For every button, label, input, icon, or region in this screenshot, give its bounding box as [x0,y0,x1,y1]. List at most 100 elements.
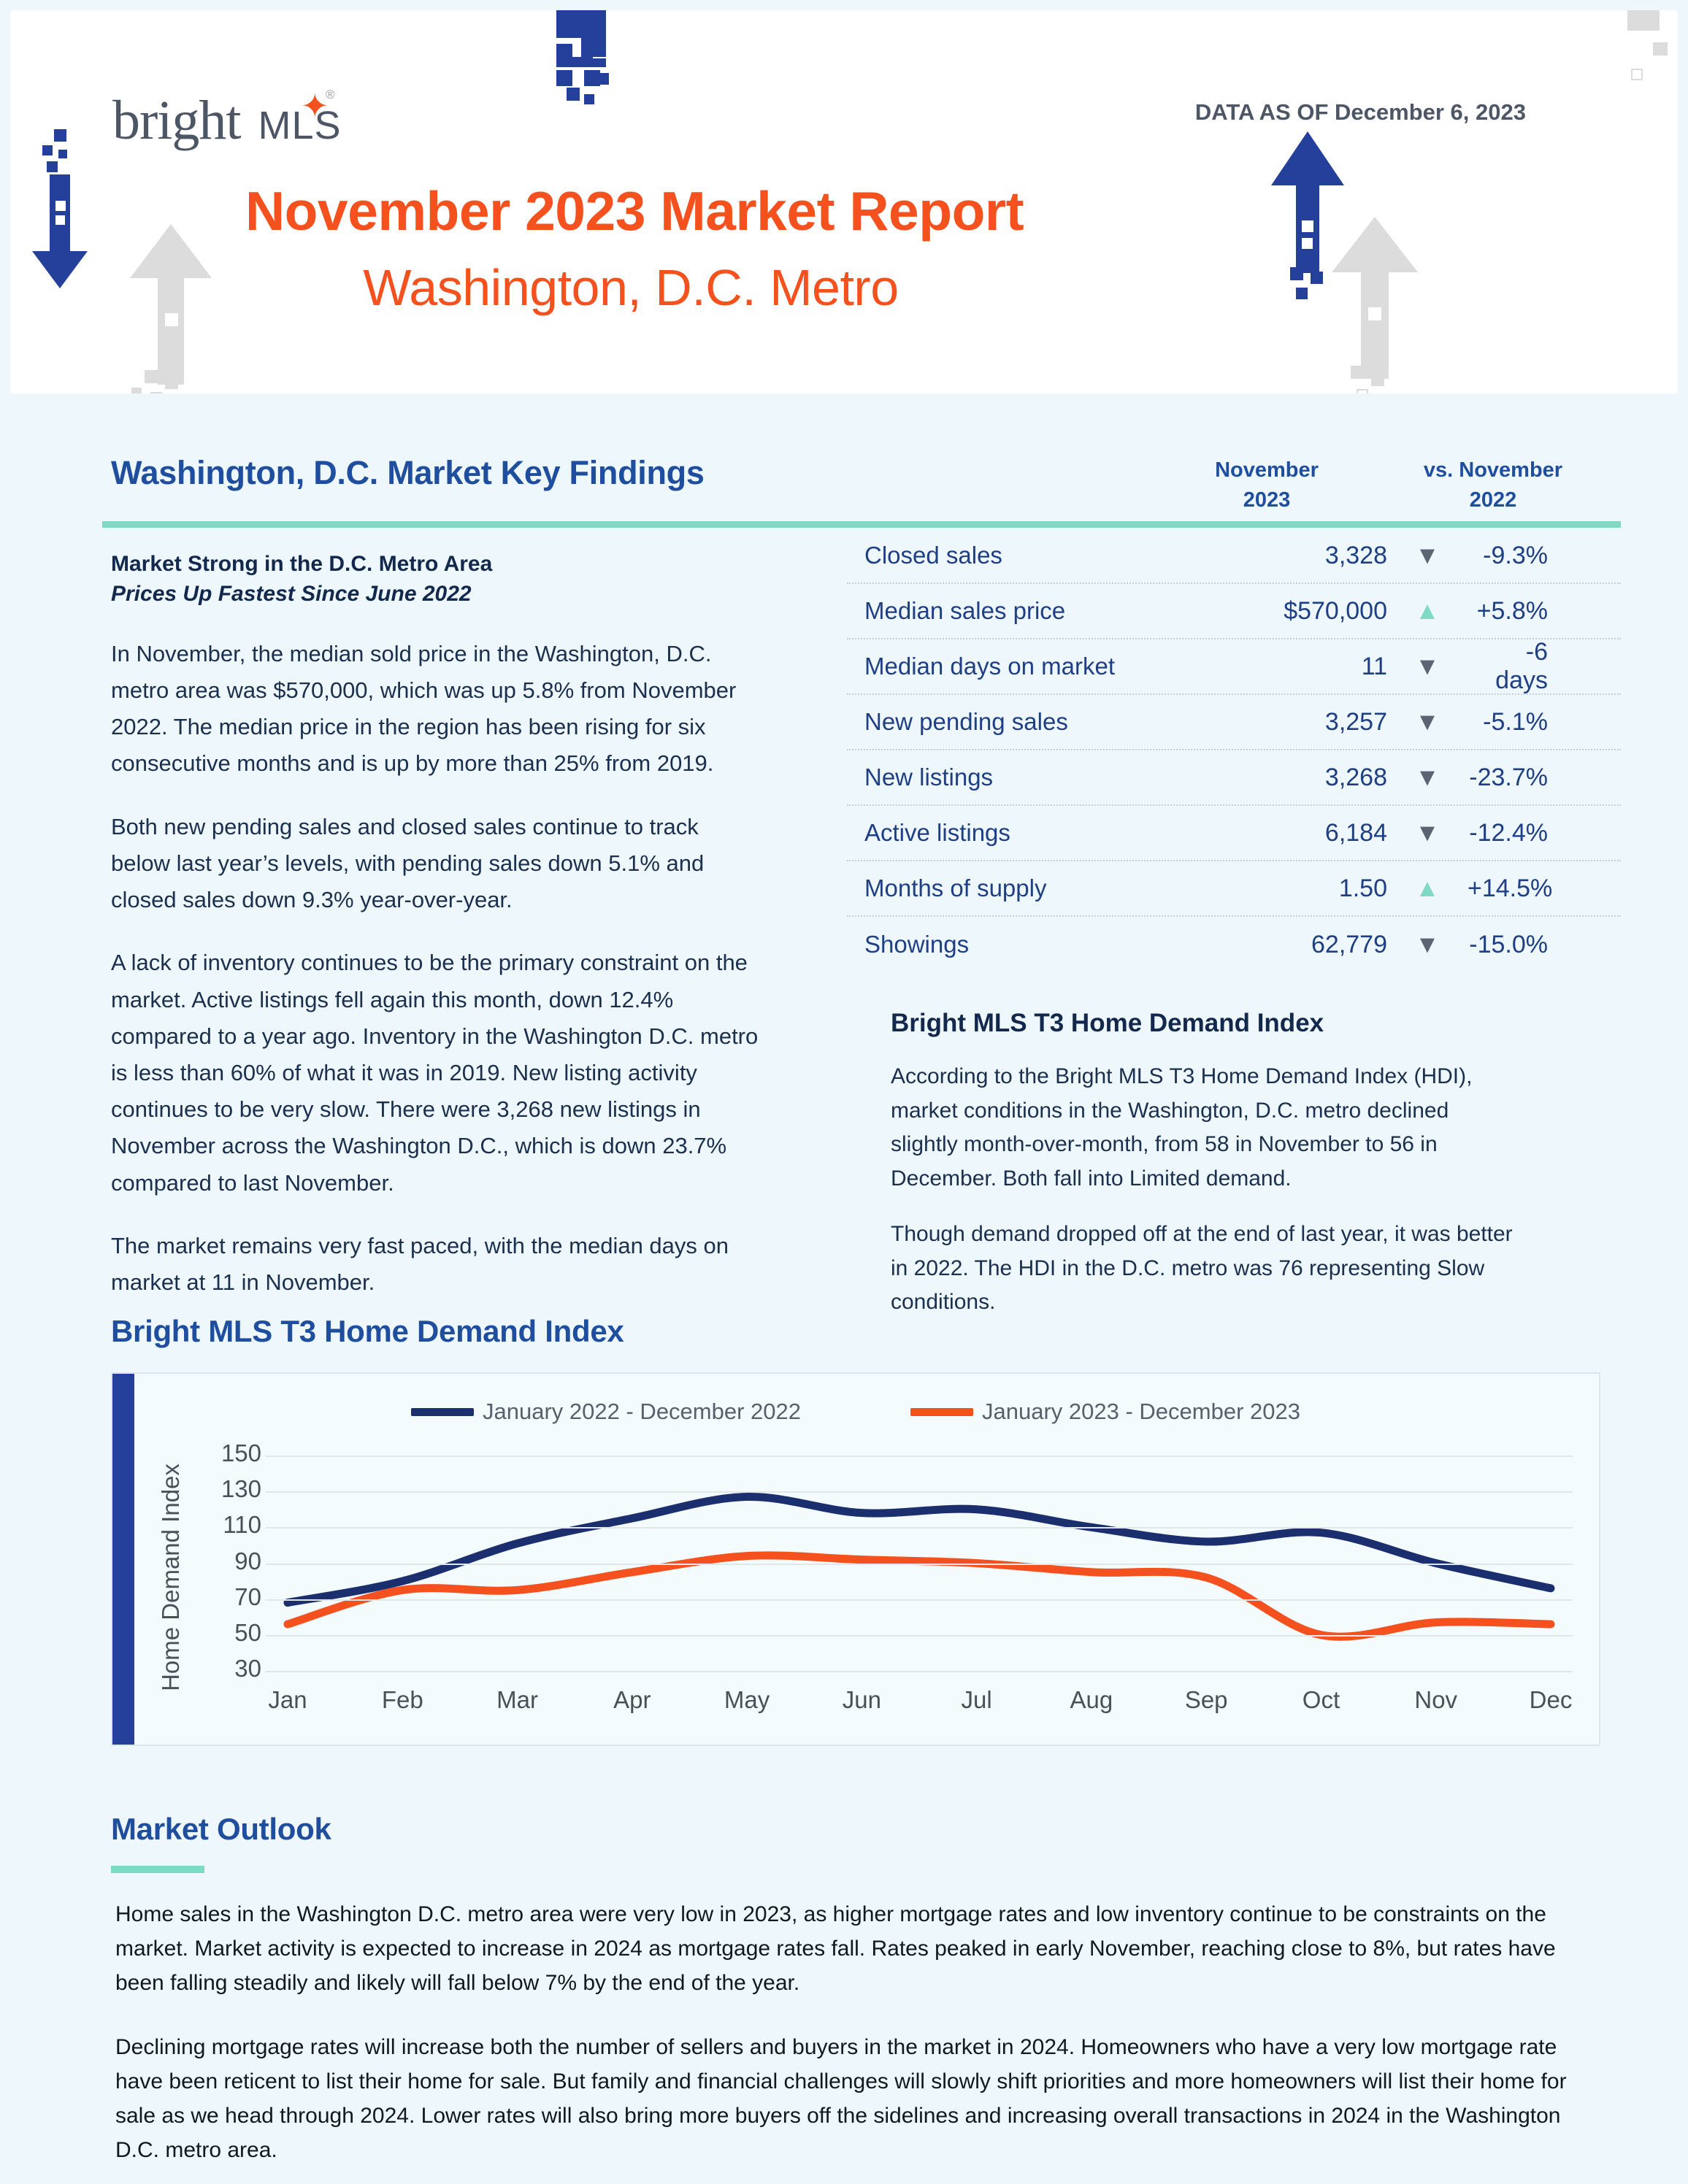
key-findings-divider [102,521,1621,528]
data-as-of-date: December 6, 2023 [1335,99,1526,125]
trend-down-icon: ▼ [1415,708,1440,736]
gridline [266,1599,1573,1601]
metric-label: Months of supply [864,874,1047,901]
narrative-heading: Market Strong in the D.C. Metro Area [111,552,493,576]
y-axis-tick: 130 [220,1475,261,1503]
narrative-block: Market Strong in the D.C. Metro Area Pri… [111,549,761,1301]
metric-label: Median sales price [864,597,1066,624]
report-header: bright ✦ ® MLS DATA AS OF December 6, 20… [10,10,1678,393]
x-axis-tick: Feb [381,1686,423,1713]
hdi-paragraph: According to the Bright MLS T3 Home Dema… [891,1064,1473,1191]
metric-delta: +5.8% [1476,596,1548,625]
trend-up-icon: ▲ [1415,874,1440,902]
y-axis-tick: 90 [234,1547,261,1574]
x-axis-tick: Oct [1302,1686,1340,1713]
market-outlook-body: Home sales in the Washington D.C. metro … [115,1898,1568,2168]
trend-down-icon: ▼ [1415,819,1440,847]
column-header-current: November 2023 [1215,458,1319,512]
up-arrow-navy-icon [1268,127,1349,299]
logo-mls-text: MLS [258,104,342,147]
table-row: New pending sales 3,257 ▼ -5.1% [847,695,1621,750]
up-arrow-gray-right-icon [1324,211,1427,393]
page-subtitle: Washington, D.C. Metro [363,259,899,316]
metric-label: Closed sales [864,542,1002,569]
trend-down-icon: ▼ [1415,653,1440,680]
metric-value: 6,184 [1324,818,1387,847]
x-axis-tick: Jun [842,1686,881,1713]
metric-label: New pending sales [864,708,1068,735]
outlook-paragraph: Home sales in the Washington D.C. metro … [115,1902,1556,1995]
chart-series-line [283,1551,1555,1641]
x-axis-tick: Dec [1529,1686,1573,1713]
metric-value: $570,000 [1284,596,1387,625]
y-axis-tick: 150 [220,1439,261,1466]
spark-icon: ✦ [301,87,329,125]
market-outlook-title: Market Outlook [111,1812,331,1846]
x-axis-tick: Jul [961,1686,992,1713]
metric-delta: -9.3% [1483,541,1548,569]
data-as-of: DATA AS OF December 6, 2023 [1195,99,1526,126]
narrative-paragraph: The market remains very fast paced, with… [111,1232,729,1296]
gridline [266,1456,1573,1457]
hdi-heading: Bright MLS T3 Home Demand Index [891,1009,1324,1037]
key-findings-title: Washington, D.C. Market Key Findings [111,454,705,491]
gridline [266,1634,1573,1637]
table-row: Median sales price $570,000 ▲ +5.8% [847,584,1621,639]
x-axis-tick: Mar [496,1686,538,1713]
gridline [266,1671,1573,1672]
hdi-text-block: Bright MLS T3 Home Demand Index Accordin… [891,1009,1519,1320]
chart-accent-bar [112,1374,134,1745]
table-row: Closed sales 3,328 ▼ -9.3% [847,528,1621,584]
table-row: Showings 62,779 ▼ -15.0% [847,917,1621,972]
metric-value: 62,779 [1311,930,1387,958]
column-header-compare: vs. November 2022 [1423,458,1563,512]
key-findings-table: Closed sales 3,328 ▼ -9.3% Median sales pric… [847,528,1621,972]
trend-up-icon: ▲ [1415,597,1440,625]
legend-swatch-icon [411,1407,475,1416]
legend-item: January 2023 - December 2023 [910,1399,1300,1425]
metric-delta: +14.5% [1468,874,1553,902]
metric-delta: -12.4% [1469,818,1548,847]
y-axis-tick: 110 [223,1511,261,1539]
down-arrow-icon [26,129,93,291]
chart-legend: January 2022 - December 2022 January 2023… [112,1399,1599,1425]
y-axis-tick: 30 [234,1655,261,1682]
metric-label: Median days on market [864,653,1116,680]
legend-item: January 2022 - December 2022 [411,1399,801,1425]
x-axis-tick: Nov [1414,1686,1458,1713]
bright-mls-logo: bright ✦ ® MLS [112,87,342,153]
x-axis-tick: May [724,1686,770,1713]
metric-delta: -23.7% [1469,763,1548,791]
gridline [266,1527,1573,1529]
metric-value: 11 [1361,652,1387,680]
trend-down-icon: ▼ [1415,542,1440,569]
y-axis-tick: 50 [234,1618,261,1646]
metric-delta: -5.1% [1483,707,1548,736]
metric-value: 3,257 [1324,707,1387,736]
hdi-chart: January 2022 - December 2022 January 2023… [111,1372,1600,1746]
trend-down-icon: ▼ [1415,931,1440,958]
registered-mark-icon: ® [326,88,335,101]
up-arrow-gray-icon [120,218,222,393]
table-row: Median days on market 11 ▼ -6 days [847,638,1621,695]
narrative-paragraph: A lack of inventory continues to be the … [111,950,759,1196]
chart-plot-area: Home Demand Index 30 50 70 90 110 130 150 Jan Fe… [157,1439,1573,1713]
metric-delta: -15.0% [1469,930,1548,958]
narrative-paragraph: In November, the median sold price in th… [111,640,737,777]
table-row: Months of supply 1.50 ▲ +14.5% [847,861,1621,917]
page-title: November 2023 Market Report [245,180,1024,242]
x-axis-tick: Apr [613,1686,651,1713]
gridline [266,1563,1573,1565]
trend-down-icon: ▼ [1415,764,1440,791]
legend-label: January 2022 - December 2022 [483,1399,801,1424]
hdi-paragraph: Though demand dropped off at the end of … [891,1222,1513,1314]
table-row: New listings 3,268 ▼ -23.7% [847,750,1621,806]
metric-value: 3,328 [1324,541,1387,569]
logo-wordmark: bright [112,90,242,151]
legend-swatch-icon [910,1407,973,1416]
narrative-subheading: Prices Up Fastest Since June 2022 [111,582,472,607]
metric-label: New listings [864,764,994,791]
x-axis-tick: Aug [1070,1686,1113,1713]
metric-delta: -6 days [1495,638,1548,694]
metric-value: 1.50 [1338,874,1387,902]
